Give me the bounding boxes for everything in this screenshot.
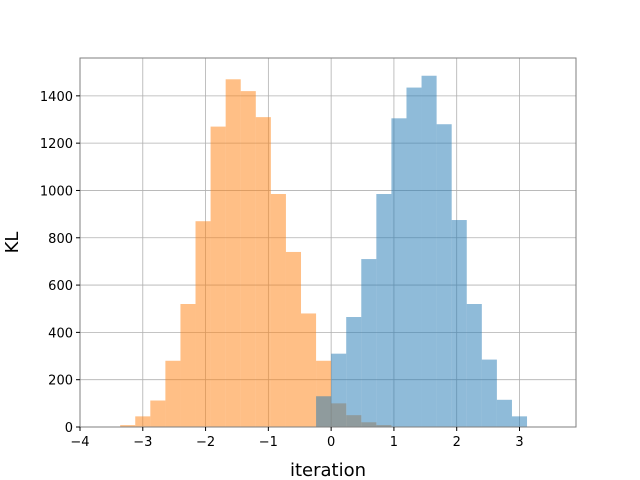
y-tick-label: 0	[65, 421, 73, 436]
histogram-bar	[466, 304, 482, 427]
y-tick-label: 1400	[40, 90, 73, 105]
histogram-bar	[331, 353, 347, 427]
y-axis-label: KL	[2, 232, 23, 254]
histogram-bar	[270, 194, 286, 427]
histogram-bar	[150, 400, 166, 427]
y-tick-label: 1200	[40, 137, 73, 152]
histogram-bar	[361, 259, 377, 427]
axis-ticks: −4 −3 −2 −1 0 1 2 3 0 200 400 600 800 1000 1200 1400	[40, 90, 524, 450]
histogram-bar	[316, 396, 332, 427]
y-tick-label: 600	[48, 279, 73, 294]
histogram-bar	[255, 117, 271, 427]
histogram-bar	[210, 126, 226, 427]
histogram-bar	[135, 416, 151, 427]
histogram-bar	[511, 416, 528, 427]
histogram-bar	[301, 313, 317, 427]
x-tick-label: −1	[259, 435, 278, 450]
histogram-bar	[195, 221, 211, 427]
histogram-bar	[451, 220, 467, 427]
x-tick-label: 3	[515, 435, 523, 450]
x-tick-label: 1	[390, 435, 398, 450]
histogram-bar	[346, 317, 362, 427]
histogram-bar	[406, 87, 422, 427]
y-tick-label: 800	[48, 232, 73, 247]
x-tick-label: 0	[327, 435, 335, 450]
y-tick-label: 1000	[40, 184, 73, 199]
histogram-bar	[225, 79, 241, 428]
y-tick-label: 400	[48, 326, 73, 341]
plot-frame	[79, 57, 577, 428]
histogram-bar	[496, 399, 512, 427]
histogram-bar	[376, 194, 392, 427]
histogram-bar	[285, 251, 302, 427]
histogram-bar	[240, 91, 256, 427]
histogram-bar	[120, 425, 136, 427]
x-axis-label: iteration	[290, 460, 366, 480]
x-tick-label: −3	[133, 435, 152, 450]
histogram-bar	[436, 124, 452, 427]
histogram-bar	[165, 360, 181, 427]
x-tick-label: −2	[196, 435, 215, 450]
histogram-bar	[481, 359, 497, 427]
x-tick-label: −4	[70, 435, 89, 450]
y-tick-label: 200	[48, 374, 73, 389]
histogram-bars	[105, 75, 528, 428]
histogram-bar	[180, 304, 196, 427]
histogram-bar	[421, 75, 437, 427]
histogram-bar	[391, 118, 407, 427]
x-tick-label: 2	[453, 435, 461, 450]
